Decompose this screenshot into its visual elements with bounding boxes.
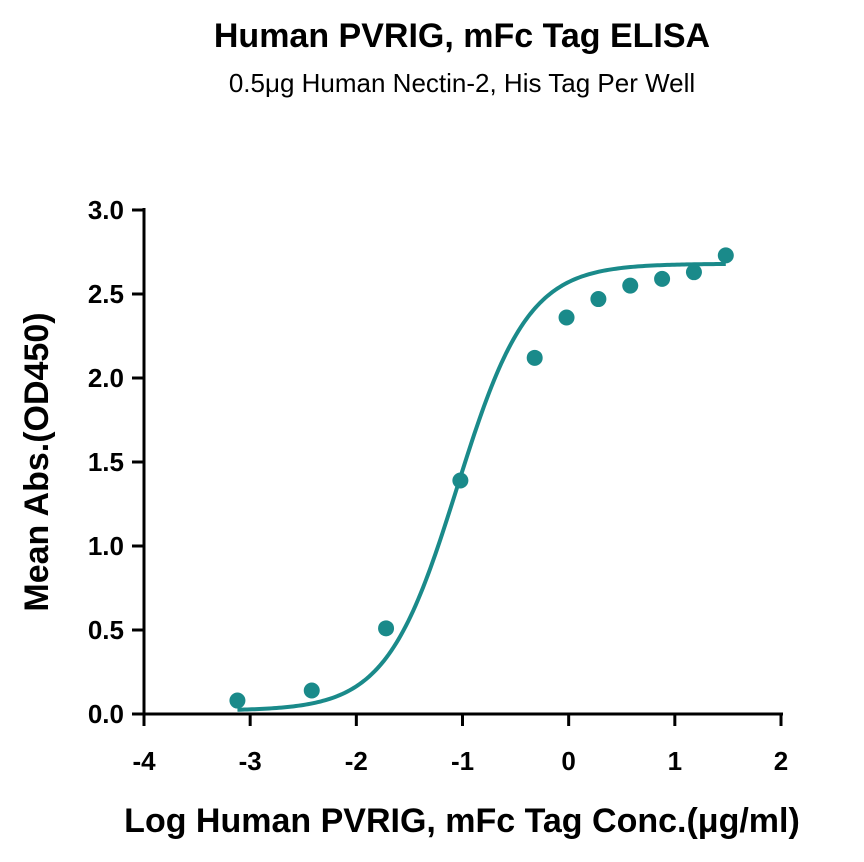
chart-title: Human PVRIG, mFc Tag ELISA [214,17,710,55]
x-tick-label: 1 [668,746,682,776]
chart-subtitle: 0.5μg Human Nectin-2, His Tag Per Well [229,68,695,98]
data-point [590,291,607,308]
data-point [526,349,543,366]
data-point [654,270,671,287]
y-tick-label: 2.5 [88,279,124,309]
data-point [685,264,702,281]
y-tick-label: 3.0 [88,195,124,225]
data-point [303,682,320,699]
data-point [622,277,639,294]
x-tick-label: 2 [774,746,788,776]
y-tick-label: 2.0 [88,363,124,393]
data-point [452,472,469,489]
data-point [717,247,734,264]
y-axis-ticks: 0.0 0.5 1.0 1.5 2.0 2.5 3.0 [88,195,144,729]
fit-curve [237,261,726,712]
x-tick-label: 0 [561,746,575,776]
y-tick-label: 1.5 [88,447,124,477]
data-point [378,620,395,637]
axes [142,208,783,716]
y-axis-label: Mean Abs.(OD450) [18,312,56,611]
x-axis-ticks: -4 -3 -2 -1 0 1 2 [132,714,788,776]
x-axis-label: Log Human PVRIG, mFc Tag Conc.(μg/ml) [124,802,800,840]
y-tick-label: 0.5 [88,615,124,645]
data-point [229,692,246,709]
data-points [229,247,734,709]
x-tick-label: -2 [345,746,368,776]
x-tick-label: -3 [239,746,262,776]
data-point [558,309,575,326]
x-tick-label: -1 [451,746,474,776]
x-tick-label: -4 [132,746,156,776]
y-tick-label: 0.0 [88,699,124,729]
y-tick-label: 1.0 [88,531,124,561]
